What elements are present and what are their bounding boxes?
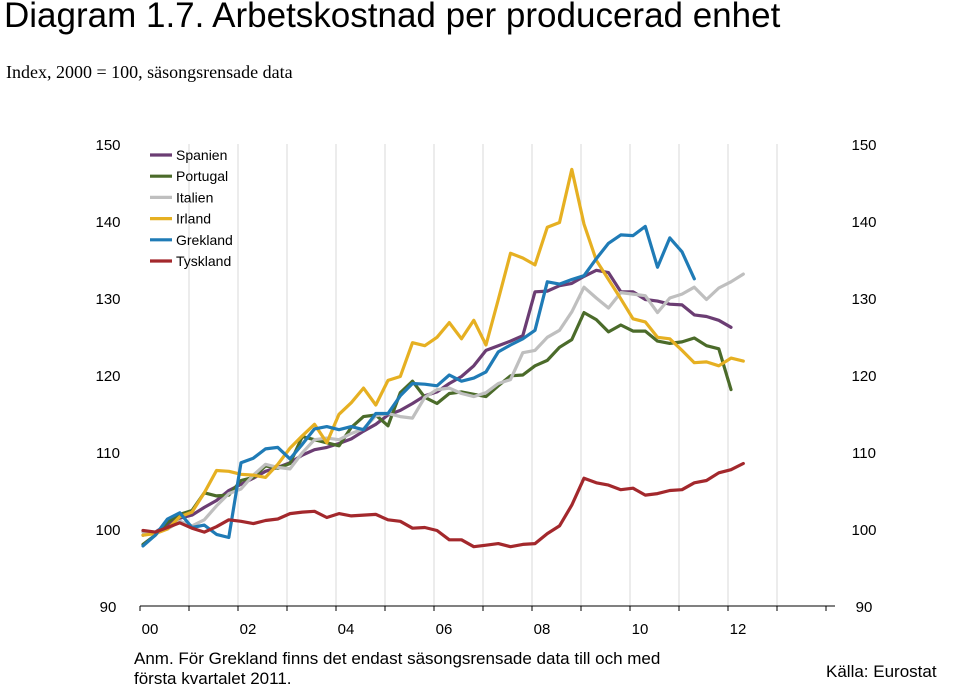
x-axis-ticks: 00 02 04 06 08 10 12 [142,621,747,638]
legend-label-italien: Italien [176,189,213,205]
left-y-axis-ticks: 90 100 110 120 130 140 150 [95,137,120,616]
x-tick-label: 12 [730,621,747,638]
y-tick-label-left: 90 [100,599,117,616]
series-line-grekland [141,224,696,548]
y-tick-label-right: 150 [851,137,876,154]
y-tick-label-left: 100 [95,522,120,539]
x-tick-label: 02 [240,621,257,638]
series-line-italien [141,272,745,534]
y-tick-label-left: 110 [96,445,120,462]
series-line-spanien [141,268,733,537]
y-tick-label-right: 130 [851,291,876,308]
x-tick-label: 10 [632,621,649,638]
y-tick-label-left: 140 [95,214,120,231]
series-lines [141,167,745,549]
y-tick-label-right: 90 [856,599,873,616]
chart-source: Källa: Eurostat [826,662,937,681]
legend: Spanien Portugal Italien Irland Grekland Tysk… [150,147,233,269]
x-tick-label: 04 [338,621,355,638]
y-tick-label-left: 150 [95,137,120,154]
x-tick-label: 06 [436,621,453,638]
y-tick-label-left: 130 [95,291,120,308]
series-line-portugal [141,311,733,547]
y-tick-label-right: 110 [852,445,876,462]
axes [139,605,835,611]
chart-title: Diagram 1.7. Arbetskostnad per producera… [4,0,781,35]
legend-label-tyskland: Tyskland [176,253,231,269]
right-y-axis-ticks: 90 100 110 120 130 140 150 [851,137,876,616]
legend-label-grekland: Grekland [176,232,233,248]
series-line-tyskland [141,461,745,549]
x-tick-label: 00 [142,621,159,638]
legend-label-irland: Irland [176,211,211,227]
y-tick-label-right: 140 [851,214,876,231]
x-tick-label: 08 [534,621,551,638]
y-tick-label-right: 120 [851,368,876,385]
chart-subtitle: Index, 2000 = 100, säsongsrensade data [6,62,293,82]
chart-note: Anm. För Grekland finns det endast säson… [134,649,661,688]
y-tick-label-left: 120 [95,368,120,385]
series-line-irland [141,167,745,537]
y-tick-label-right: 100 [851,522,876,539]
legend-label-spanien: Spanien [176,147,227,163]
legend-label-portugal: Portugal [176,168,228,184]
